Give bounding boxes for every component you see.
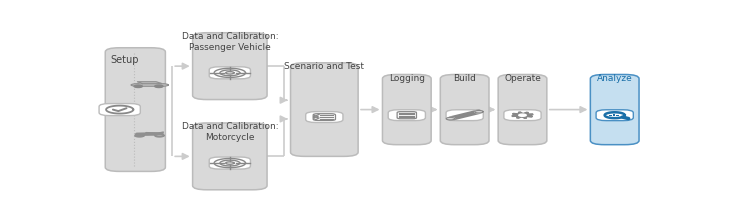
Bar bbox=[616, 115, 619, 116]
Text: Setup: Setup bbox=[110, 55, 139, 65]
FancyBboxPatch shape bbox=[440, 74, 489, 145]
Polygon shape bbox=[512, 112, 533, 118]
FancyBboxPatch shape bbox=[590, 74, 639, 145]
Text: Data and Calibration:
Motorcycle: Data and Calibration: Motorcycle bbox=[182, 122, 278, 142]
FancyBboxPatch shape bbox=[397, 112, 417, 119]
FancyBboxPatch shape bbox=[383, 74, 431, 145]
FancyBboxPatch shape bbox=[388, 110, 426, 121]
Text: Build: Build bbox=[453, 74, 476, 83]
FancyBboxPatch shape bbox=[290, 63, 358, 156]
Bar bbox=[610, 115, 612, 116]
Polygon shape bbox=[446, 117, 454, 120]
Polygon shape bbox=[605, 112, 624, 118]
FancyBboxPatch shape bbox=[498, 74, 547, 145]
Bar bbox=[613, 114, 615, 116]
FancyBboxPatch shape bbox=[504, 110, 541, 121]
Polygon shape bbox=[154, 85, 163, 87]
Polygon shape bbox=[134, 85, 143, 87]
FancyBboxPatch shape bbox=[446, 110, 483, 121]
FancyBboxPatch shape bbox=[193, 123, 267, 190]
FancyBboxPatch shape bbox=[596, 110, 633, 121]
Text: Logging: Logging bbox=[389, 74, 425, 83]
FancyBboxPatch shape bbox=[313, 114, 336, 120]
Polygon shape bbox=[474, 110, 483, 113]
FancyBboxPatch shape bbox=[132, 84, 168, 86]
FancyBboxPatch shape bbox=[209, 67, 251, 79]
FancyBboxPatch shape bbox=[105, 48, 166, 171]
Text: Data and Calibration:
Passenger Vehicle: Data and Calibration: Passenger Vehicle bbox=[182, 32, 278, 52]
Polygon shape bbox=[137, 82, 162, 84]
Text: Operate: Operate bbox=[504, 74, 541, 83]
Polygon shape bbox=[519, 114, 526, 116]
Text: Analyze: Analyze bbox=[597, 74, 633, 83]
FancyBboxPatch shape bbox=[209, 157, 251, 169]
FancyBboxPatch shape bbox=[306, 112, 343, 123]
FancyBboxPatch shape bbox=[193, 33, 267, 100]
FancyBboxPatch shape bbox=[99, 104, 140, 116]
Text: Scenario and Test: Scenario and Test bbox=[285, 62, 364, 71]
